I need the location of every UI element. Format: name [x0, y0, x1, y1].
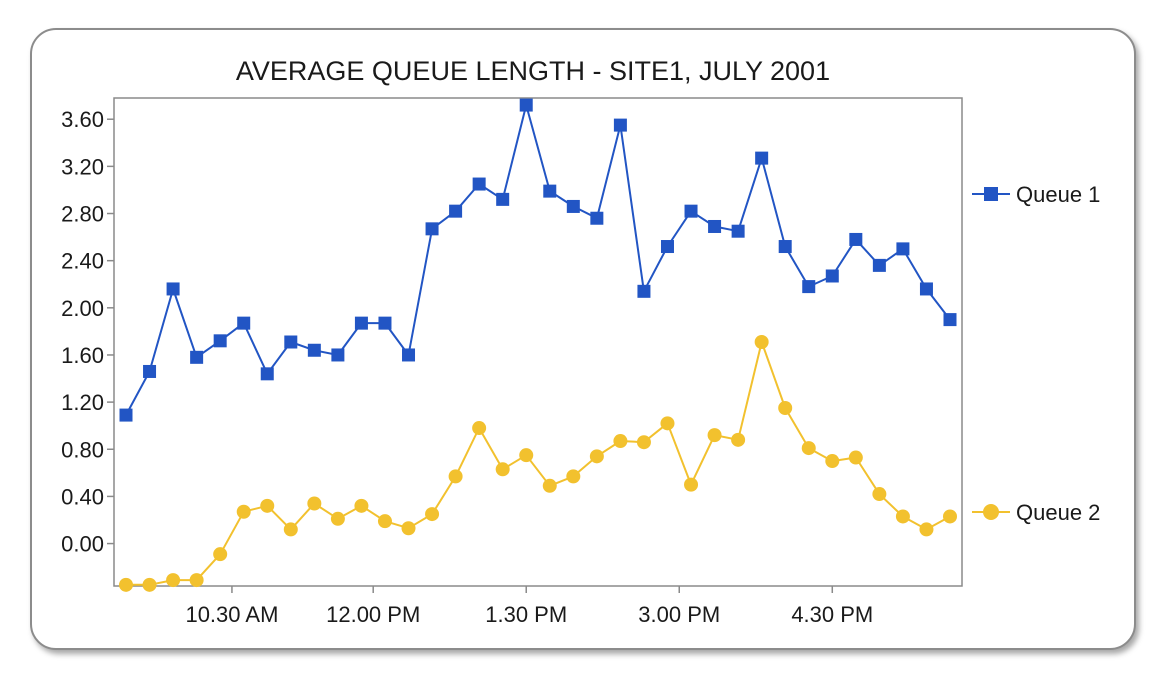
- y-tick-label: 1.20: [61, 390, 104, 415]
- queue-1-point: [543, 184, 557, 198]
- queue-1-point: [731, 224, 745, 238]
- y-tick-label: 1.60: [61, 343, 104, 368]
- x-tick-label: 10.30 AM: [185, 602, 278, 627]
- queue-2-point: [236, 504, 251, 519]
- queue-2-point: [377, 514, 392, 529]
- queue-1-legend-label: Queue 1: [1016, 182, 1100, 207]
- queue-2-point: [613, 434, 628, 449]
- queue-1-point: [613, 118, 627, 132]
- queue-2-point: [848, 450, 863, 465]
- queue-2-point: [825, 454, 840, 469]
- plot-area: [113, 97, 963, 587]
- queue-2-point: [731, 432, 746, 447]
- queue-1-point: [919, 282, 933, 296]
- queue-2-point: [448, 469, 463, 484]
- queue-2-point: [895, 509, 910, 524]
- y-tick-label: 3.20: [61, 154, 104, 179]
- queue-1-point: [331, 348, 345, 362]
- queue-1-point: [119, 408, 133, 422]
- queue-1-point: [590, 211, 604, 225]
- queue-1-legend-marker: [984, 187, 998, 201]
- queue-2-point: [119, 577, 133, 592]
- queue-1-point: [449, 204, 463, 218]
- queue-2-point: [495, 462, 510, 477]
- y-tick-label: 0.40: [61, 484, 104, 509]
- queue-1-point: [660, 240, 674, 254]
- queue-1-point: [872, 258, 886, 272]
- queue-1-point: [802, 280, 816, 294]
- queue-2-point: [919, 522, 934, 537]
- queue-1-point: [637, 284, 651, 298]
- series-layer: [119, 98, 957, 592]
- queue-1-line: [125, 104, 951, 416]
- y-tick-label: 2.80: [61, 202, 104, 227]
- queue-1-point: [943, 313, 957, 327]
- queue-2-point: [943, 509, 957, 524]
- queue-2-point: [213, 547, 228, 562]
- queue-1-point: [213, 334, 227, 348]
- queue-2-legend-label: Queue 2: [1016, 500, 1100, 525]
- queue-2-point: [660, 416, 675, 431]
- queue-1-point: [708, 219, 722, 233]
- y-axis: 0.00 0.40 0.80 1.20 1.60 2.00 2.40 2.80 3.20 3.60: [61, 107, 114, 557]
- queue-2-point: [354, 498, 369, 513]
- queue-1-point: [425, 222, 439, 236]
- queue-1-point: [237, 316, 251, 330]
- x-axis: 10.30 AM 12.00 PM 1.30 PM 3.00 PM 4.30 PM: [185, 586, 873, 627]
- queue-1-point: [566, 199, 580, 213]
- queue-1-point: [260, 367, 274, 381]
- queue-1-point: [825, 269, 839, 283]
- y-tick-label: 0.80: [61, 437, 104, 462]
- queue-1-point: [307, 343, 321, 357]
- queue-2-point: [189, 573, 204, 588]
- y-tick-label: 3.60: [61, 107, 104, 132]
- queue-2-point: [636, 435, 651, 450]
- queue-2-point: [425, 507, 440, 522]
- queue-1-point: [402, 348, 416, 362]
- chart-title: AVERAGE QUEUE LENGTH - SITE1, JULY 2001: [236, 56, 830, 86]
- queue-2-point: [542, 478, 557, 493]
- queue-2-point: [307, 496, 322, 511]
- queue-2-point: [519, 448, 534, 463]
- queue-2-legend-marker: [983, 504, 999, 520]
- queue-1-point: [190, 350, 204, 364]
- queue-1-point: [849, 232, 863, 246]
- x-tick-label: 12.00 PM: [326, 602, 420, 627]
- queue-2-point: [142, 577, 157, 592]
- queue-2-point: [801, 441, 816, 456]
- queue-2-point: [754, 335, 769, 349]
- queue-1-point: [284, 335, 298, 349]
- queue-2-point: [589, 449, 604, 464]
- y-tick-label: 0.00: [61, 532, 104, 557]
- queue-2-point: [166, 573, 181, 588]
- queue-1-point: [684, 204, 698, 218]
- queue-1-point: [496, 192, 510, 206]
- queue-2-point: [707, 428, 722, 443]
- y-tick-label: 2.40: [61, 249, 104, 274]
- queue-1-point: [143, 364, 157, 378]
- queue-2-point: [283, 522, 298, 537]
- queue-1-point: [166, 282, 180, 296]
- queue-2-point: [472, 421, 487, 436]
- queue-2-point: [684, 477, 699, 492]
- queue-2-point: [872, 487, 887, 502]
- x-tick-label: 4.30 PM: [791, 602, 873, 627]
- queue-2-point: [778, 401, 793, 416]
- queue-1-point: [472, 177, 486, 191]
- queue-2-point: [566, 469, 581, 484]
- queue-2-point: [401, 521, 416, 536]
- queue-2-point: [260, 498, 275, 513]
- queue-1-point: [354, 316, 368, 330]
- y-tick-label: 2.00: [61, 296, 104, 321]
- queue-1-point: [378, 316, 392, 330]
- queue-2-point: [330, 511, 345, 526]
- x-tick-label: 1.30 PM: [485, 602, 567, 627]
- queue-1-point: [519, 98, 533, 112]
- queue-1-point: [896, 242, 910, 256]
- legend: Queue 1 Queue 2: [972, 182, 1100, 525]
- x-tick-label: 3.00 PM: [638, 602, 720, 627]
- queue-1-point: [755, 151, 769, 165]
- queue-1-point: [778, 240, 792, 254]
